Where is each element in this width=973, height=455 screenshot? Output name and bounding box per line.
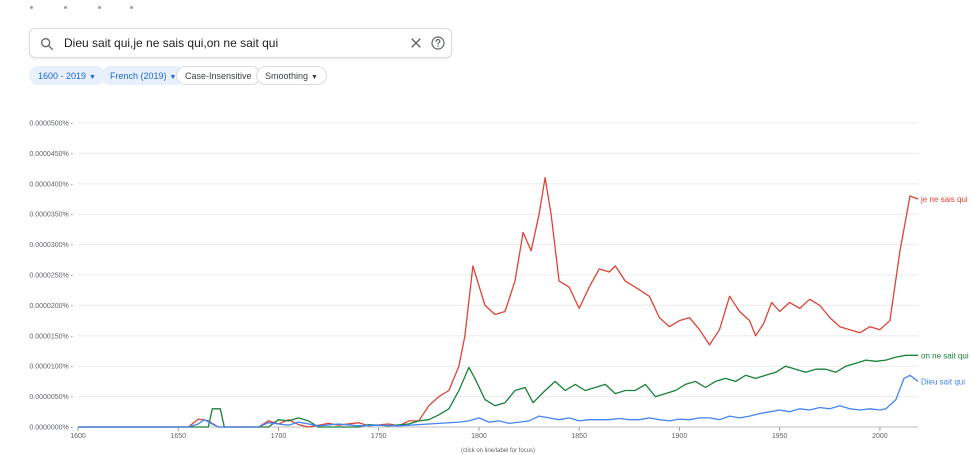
corpus-label: French (2019): [110, 71, 167, 81]
series-line[interactable]: [78, 177, 919, 428]
x-tick-label: 1950: [772, 433, 788, 440]
x-tick-label: 2000: [872, 433, 888, 440]
case-insensitive-chip[interactable]: Case-Insensitive: [176, 66, 261, 85]
series-label[interactable]: Dieu sait qui: [921, 377, 965, 386]
x-tick-label: 1700: [271, 433, 287, 440]
y-tick-label: 0.0000300% -: [29, 242, 73, 249]
y-tick-label: 0.0000150% -: [29, 333, 73, 340]
gridlines: [78, 122, 918, 428]
dropdown-caret-icon: ▼: [311, 74, 318, 81]
chart-note: (click on line/label for focus): [461, 448, 535, 454]
x-axis-ticks: 1600 1650 1700 1750 1800 1850 1900 1950 2000: [70, 427, 888, 440]
series-line[interactable]: [78, 354, 918, 428]
x-tick-label: 1600: [70, 433, 86, 440]
search-input[interactable]: Dieu sait qui,je ne sais qui,on ne sait …: [64, 36, 279, 50]
y-tick-label: 0.0000500% -: [29, 121, 73, 128]
series-label[interactable]: je ne sais qui: [920, 195, 968, 204]
smoothing-chip[interactable]: Smoothing ▼: [256, 66, 327, 85]
y-tick-label: 0.0000100% -: [29, 364, 73, 371]
y-tick-label: 0.0000050% -: [29, 394, 73, 401]
y-tick-label: 0.0000450% -: [29, 151, 73, 158]
corpus-chip[interactable]: French (2019) ▼: [101, 66, 186, 85]
x-tick-label: 1900: [672, 433, 688, 440]
series-labels[interactable]: je ne sais qui on ne sait qui Dieu sait qu…: [920, 195, 969, 386]
help-icon[interactable]: [430, 35, 446, 51]
x-tick-label: 1750: [371, 433, 387, 440]
ngram-chart: 0.0000000% - 0.0000050% - 0.0000100% - 0.00…: [29, 121, 969, 455]
x-tick-label: 1850: [571, 433, 587, 440]
year-range-label: 1600 - 2019: [38, 71, 87, 81]
series-label[interactable]: on ne sait qui: [921, 351, 969, 360]
y-tick-label: 0.0000250% -: [29, 273, 73, 280]
smoothing-label: Smoothing: [265, 71, 309, 81]
series-line[interactable]: [78, 374, 919, 428]
search-icon: [41, 38, 53, 50]
dropdown-caret-icon: ▼: [169, 74, 177, 81]
y-tick-label: 0.0000200% -: [29, 303, 73, 310]
x-tick-label: 1650: [170, 433, 186, 440]
dropdown-caret-icon: ▼: [89, 74, 96, 81]
year-range-chip[interactable]: 1600 - 2019 ▼: [29, 66, 105, 85]
x-tick-label: 1800: [471, 433, 487, 440]
y-axis-ticks: 0.0000000% - 0.0000050% - 0.0000100% - 0.00…: [29, 121, 73, 432]
close-icon[interactable]: [408, 35, 424, 51]
case-insensitive-label: Case-Insensitive: [185, 71, 252, 81]
series-lines[interactable]: [78, 177, 919, 428]
y-tick-label: 0.0000000% -: [29, 425, 73, 432]
header-fragment: [30, 6, 150, 14]
y-tick-label: 0.0000350% -: [29, 212, 73, 219]
search-bar[interactable]: Dieu sait qui,je ne sais qui,on ne sait …: [29, 28, 452, 58]
y-tick-label: 0.0000400% -: [29, 181, 73, 188]
